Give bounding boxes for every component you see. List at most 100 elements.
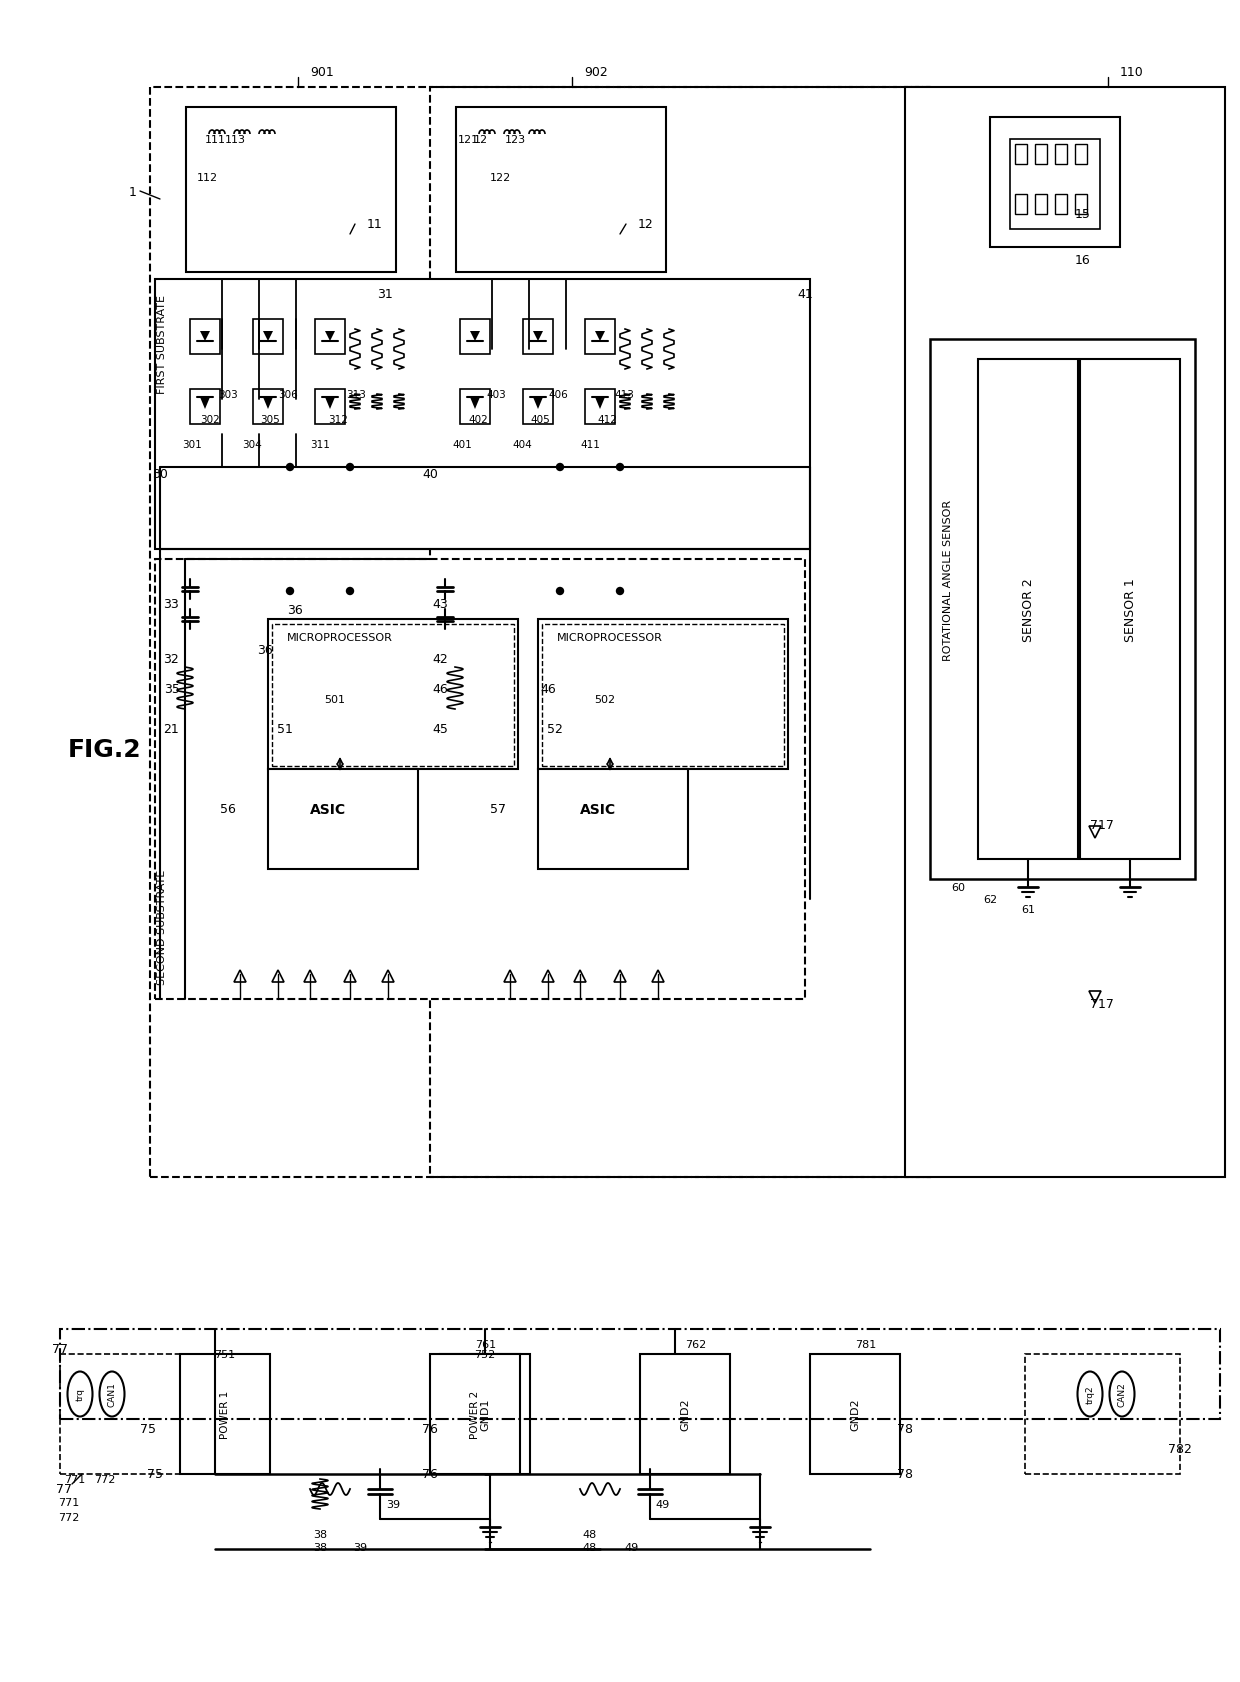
Text: 717: 717 (1090, 997, 1114, 1011)
Text: GND2: GND2 (849, 1398, 861, 1430)
Text: 12: 12 (639, 219, 653, 232)
Text: 303: 303 (218, 390, 238, 400)
Text: 77: 77 (56, 1482, 72, 1495)
Text: 16: 16 (1075, 254, 1091, 266)
Text: 11: 11 (367, 219, 383, 232)
Bar (430, 87, 930, 1177)
Text: 1: 1 (129, 187, 136, 200)
Bar (150, 87, 930, 1177)
Text: 49: 49 (625, 1542, 639, 1552)
Text: 311: 311 (310, 439, 330, 449)
Bar (268, 770, 418, 870)
Bar (186, 108, 396, 272)
Text: 306: 306 (278, 390, 298, 400)
Text: 15: 15 (1075, 209, 1091, 222)
Bar (978, 360, 1078, 860)
Text: 32: 32 (162, 653, 179, 666)
Text: ASIC: ASIC (310, 802, 346, 816)
Bar (460, 320, 490, 355)
Bar (585, 320, 615, 355)
Text: 772: 772 (94, 1473, 115, 1484)
Text: 313: 313 (346, 390, 366, 400)
Text: 76: 76 (422, 1468, 438, 1480)
Text: 45: 45 (432, 723, 448, 737)
Circle shape (616, 464, 624, 471)
Text: 110: 110 (1120, 66, 1143, 79)
Text: 121: 121 (458, 135, 479, 145)
Text: 51: 51 (277, 723, 293, 737)
Text: 717: 717 (1090, 819, 1114, 833)
Text: 502: 502 (594, 695, 615, 705)
Text: 75: 75 (140, 1423, 156, 1436)
Text: 49: 49 (656, 1499, 670, 1509)
Bar (190, 390, 219, 426)
Polygon shape (263, 397, 273, 410)
Bar (272, 624, 515, 767)
Circle shape (346, 464, 353, 471)
Bar (456, 108, 666, 272)
Text: 782: 782 (1168, 1443, 1192, 1455)
Bar (460, 390, 490, 426)
Bar (1055, 145, 1066, 165)
Text: 42: 42 (432, 653, 448, 666)
Text: 305: 305 (260, 415, 280, 426)
Text: 35: 35 (164, 683, 180, 696)
Bar (180, 1354, 270, 1473)
Text: 402: 402 (469, 415, 487, 426)
Text: 76: 76 (422, 1423, 438, 1436)
Polygon shape (595, 331, 605, 341)
Bar (542, 624, 784, 767)
Text: 401: 401 (453, 439, 472, 449)
Circle shape (286, 464, 294, 471)
Bar (523, 390, 553, 426)
Polygon shape (325, 331, 335, 341)
Polygon shape (470, 331, 480, 341)
Bar (1055, 195, 1066, 215)
Text: 122: 122 (490, 173, 511, 183)
Text: 901: 901 (310, 66, 334, 79)
Text: POWER 1: POWER 1 (219, 1389, 229, 1438)
Text: 21: 21 (162, 723, 179, 737)
Bar (1016, 195, 1027, 215)
Text: 302: 302 (200, 415, 219, 426)
Text: 43: 43 (432, 599, 448, 611)
Bar (315, 390, 345, 426)
Text: 405: 405 (531, 415, 549, 426)
Text: 781: 781 (856, 1339, 877, 1349)
Polygon shape (200, 397, 210, 410)
Polygon shape (470, 397, 480, 410)
Text: POWER 2: POWER 2 (470, 1389, 480, 1438)
Circle shape (286, 589, 294, 595)
Bar (1035, 195, 1047, 215)
Text: MICROPROCESSOR: MICROPROCESSOR (288, 632, 393, 643)
Polygon shape (325, 397, 335, 410)
Text: GND2: GND2 (680, 1398, 689, 1430)
Text: 771: 771 (58, 1497, 79, 1507)
Text: 761: 761 (475, 1339, 496, 1349)
Text: ASIC: ASIC (580, 802, 616, 816)
Bar (1075, 195, 1087, 215)
Circle shape (346, 589, 353, 595)
Text: trq2: trq2 (1085, 1384, 1095, 1403)
Text: 56: 56 (219, 802, 236, 816)
Bar (1016, 145, 1027, 165)
Text: 30: 30 (153, 468, 167, 481)
Text: 60: 60 (951, 883, 965, 893)
Bar (253, 390, 283, 426)
Text: 77: 77 (52, 1342, 68, 1356)
Text: 406: 406 (548, 390, 568, 400)
Text: ROTATIONAL ANGLE SENSOR: ROTATIONAL ANGLE SENSOR (942, 500, 954, 659)
Text: 312: 312 (329, 415, 348, 426)
Text: 46: 46 (539, 683, 556, 696)
Text: 78: 78 (897, 1423, 913, 1436)
Bar (60, 1329, 1220, 1420)
Text: 12: 12 (474, 135, 489, 145)
Text: trq: trq (76, 1388, 84, 1401)
Text: 112: 112 (197, 173, 218, 183)
Text: 38: 38 (312, 1542, 327, 1552)
Bar (810, 1354, 900, 1473)
Bar (640, 1354, 730, 1473)
Text: FIG.2: FIG.2 (68, 738, 141, 762)
Bar (430, 1354, 520, 1473)
Circle shape (616, 589, 624, 595)
